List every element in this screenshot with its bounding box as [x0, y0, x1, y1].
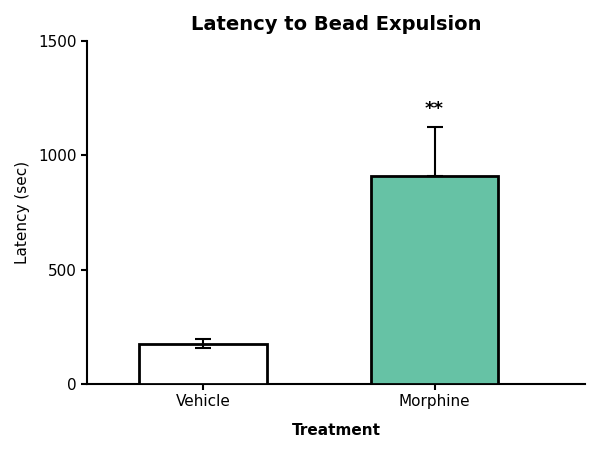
Bar [371, 176, 498, 384]
Title: Latency to Bead Expulsion: Latency to Bead Expulsion [191, 15, 481, 34]
Text: **: ** [425, 100, 444, 118]
X-axis label: Treatment: Treatment [292, 423, 380, 438]
Y-axis label: Latency (sec): Latency (sec) [15, 161, 30, 264]
Bar [139, 344, 266, 384]
